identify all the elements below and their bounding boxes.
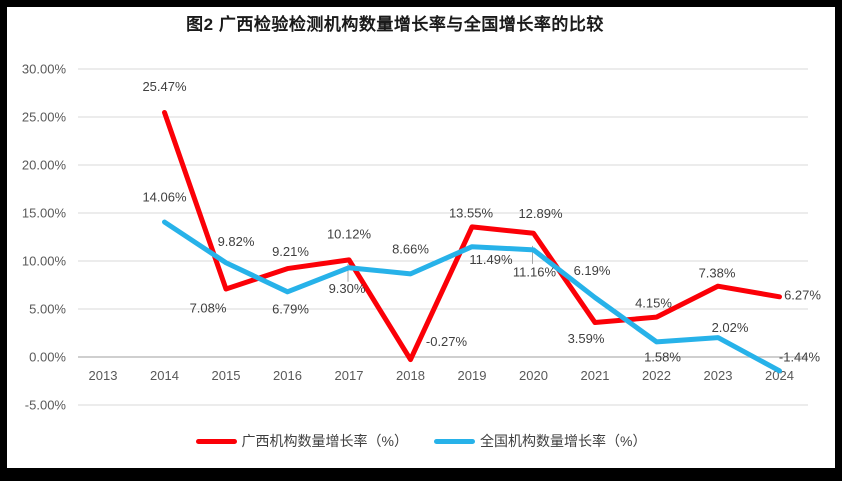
- x-tick-label: 2020: [519, 368, 548, 383]
- guangxi-series-line: [162, 109, 782, 363]
- chart-title: 图2 广西检验检测机构数量增长率与全国增长率的比较: [186, 15, 604, 34]
- x-tick-label: 2017: [335, 368, 364, 383]
- y-tick-label: -5.00%: [25, 398, 67, 413]
- national-data-label: 9.82%: [218, 234, 255, 249]
- guangxi-line-swatch: [195, 438, 237, 444]
- national-data-label: 14.06%: [142, 190, 187, 205]
- national-data-label: -1.44%: [779, 349, 821, 364]
- guangxi-data-label: 13.55%: [449, 205, 494, 220]
- national-data-label: 6.79%: [272, 301, 309, 316]
- guangxi-data-label: 9.21%: [272, 244, 309, 259]
- x-tick-label: 2018: [396, 368, 425, 383]
- x-tick-label: 2015: [212, 368, 241, 383]
- y-tick-label: 20.00%: [22, 158, 67, 173]
- chart-plot-area: 30.00% 25.00% 20.00% 15.00% 10.00% 5.00% 0.00%…: [22, 62, 821, 413]
- y-tick-label: 25.00%: [22, 110, 67, 125]
- guangxi-data-label: -0.27%: [426, 334, 468, 349]
- guangxi-data-label: 7.38%: [699, 266, 736, 281]
- national-series-line: [162, 219, 782, 374]
- guangxi-data-label: 10.12%: [327, 226, 372, 241]
- y-tick-label: 30.00%: [22, 62, 67, 77]
- national-data-label: 11.16%: [513, 264, 557, 279]
- guangxi-data-label: 3.59%: [568, 331, 605, 346]
- guangxi-data-label: 6.27%: [784, 287, 821, 302]
- national-data-label: 11.49%: [469, 252, 513, 267]
- guangxi-data-label: 7.08%: [190, 301, 227, 316]
- guangxi-data-label: 25.47%: [142, 79, 187, 94]
- national-data-label: 8.66%: [392, 241, 429, 256]
- x-tick-label: 2022: [642, 368, 671, 383]
- national-line-swatch: [434, 438, 475, 444]
- x-tick-label: 2013: [89, 368, 118, 383]
- y-tick-label: 10.00%: [22, 254, 67, 269]
- legend-label-guangxi: 广西机构数量增长率（%）: [241, 433, 408, 449]
- guangxi-data-label: 4.15%: [635, 296, 672, 311]
- y-tick-label: 0.00%: [29, 350, 66, 365]
- x-tick-label: 2024: [765, 368, 794, 383]
- legend-item-national: 全国机构数量增长率（%）: [434, 431, 646, 451]
- legend-item-guangxi: 广西机构数量增长率（%）: [195, 431, 408, 451]
- legend-label-national: 全国机构数量增长率（%）: [480, 433, 647, 449]
- national-data-label: 1.58%: [644, 349, 681, 364]
- x-tick-label: 2021: [581, 368, 610, 383]
- x-tick-label: 2014: [150, 368, 179, 383]
- x-tick-label: 2016: [273, 368, 302, 383]
- national-data-label: 2.02%: [712, 320, 749, 335]
- guangxi-data-label: 12.89%: [518, 206, 563, 221]
- national-data-label: 9.30%: [329, 281, 366, 296]
- x-tick-label: 2023: [704, 368, 733, 383]
- y-tick-label: 15.00%: [22, 206, 67, 221]
- national-data-label: 6.19%: [574, 263, 611, 278]
- y-tick-label: 5.00%: [29, 302, 66, 317]
- chart-legend: 广西机构数量增长率（%） 全国机构数量增长率（%）: [7, 431, 835, 451]
- x-tick-label: 2019: [458, 368, 487, 383]
